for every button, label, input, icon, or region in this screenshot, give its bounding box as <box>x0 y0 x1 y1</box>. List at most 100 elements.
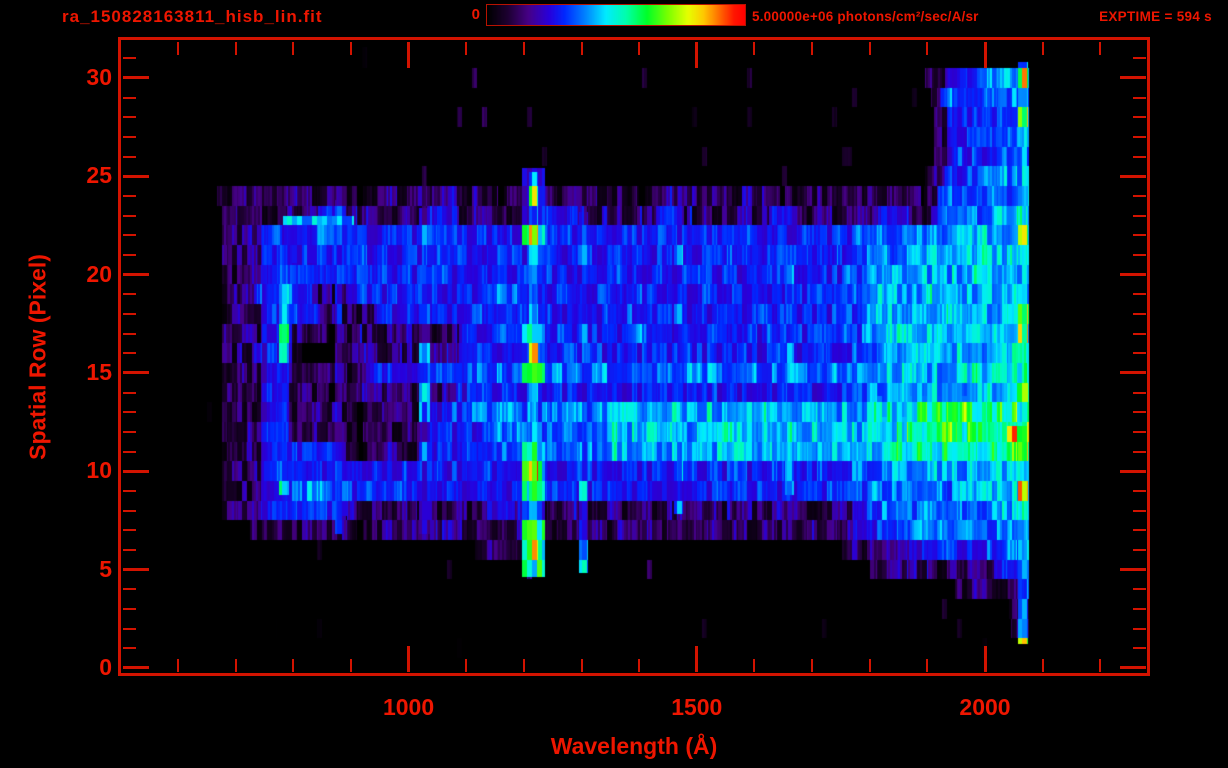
x-axis-tick <box>349 41 352 55</box>
x-axis-tick <box>695 41 699 68</box>
y-axis-tick <box>122 116 136 119</box>
y-axis-tick-label: 0 <box>99 653 112 680</box>
y-axis-tick <box>122 548 136 551</box>
y-axis-tick <box>1133 588 1146 591</box>
y-axis-tick-label: 30 <box>86 63 112 90</box>
y-axis-tick <box>1133 293 1146 296</box>
y-axis-tick <box>1133 529 1146 532</box>
y-axis-tick <box>1133 96 1146 99</box>
y-axis-tick-label: 20 <box>86 260 112 287</box>
x-axis-tick <box>926 41 929 55</box>
y-axis-tick-label: 5 <box>99 555 112 582</box>
y-axis-tick <box>122 76 149 80</box>
y-axis-tick <box>122 293 136 296</box>
y-axis-tick <box>1133 332 1146 335</box>
y-axis-tick <box>1120 371 1146 375</box>
y-axis-tick <box>1133 214 1146 217</box>
y-axis-tick <box>122 469 149 473</box>
y-axis-tick <box>1133 155 1146 158</box>
x-axis-tick <box>176 659 179 672</box>
y-axis-tick <box>122 568 149 572</box>
x-axis-tick <box>753 659 756 672</box>
y-axis-tick <box>122 135 136 138</box>
x-axis-tick <box>695 646 699 672</box>
y-axis-tick <box>122 509 136 512</box>
y-axis-tick <box>1120 568 1146 572</box>
x-axis-tick <box>1099 659 1102 672</box>
x-axis-tick <box>1041 659 1044 672</box>
y-axis-tick <box>1120 666 1146 670</box>
y-axis-tick <box>1133 116 1146 119</box>
y-axis-tick <box>1133 57 1146 60</box>
y-axis-tick <box>1133 391 1146 394</box>
y-axis-tick <box>122 627 136 630</box>
x-axis-tick <box>638 659 641 672</box>
y-axis-tick <box>122 489 136 492</box>
y-axis-tick <box>122 430 136 433</box>
x-axis-tick <box>1099 41 1102 55</box>
x-axis-tick <box>292 659 295 672</box>
y-axis-tick <box>1133 135 1146 138</box>
y-axis-tick <box>122 411 136 414</box>
y-axis-tick <box>1133 234 1146 237</box>
y-axis-tick <box>122 332 136 335</box>
y-axis-tick <box>122 666 149 670</box>
y-axis-tick <box>122 273 149 277</box>
x-axis-tick-label: 1500 <box>671 694 723 720</box>
x-axis-tick <box>580 659 583 672</box>
file-title: ra_150828163811_hisb_lin.fit <box>62 7 323 26</box>
y-axis-tick <box>122 194 136 197</box>
x-axis-tick <box>811 659 814 672</box>
y-axis-tick <box>1133 627 1146 630</box>
y-axis-tick <box>122 214 136 217</box>
x-axis-tick <box>868 659 871 672</box>
y-axis-tick <box>122 57 136 60</box>
y-axis-tick <box>122 174 149 178</box>
y-axis-title: Spatial Row (Pixel) <box>24 254 51 460</box>
x-axis-tick <box>983 41 987 68</box>
y-axis-tick <box>122 450 136 453</box>
y-axis-tick <box>122 234 136 237</box>
x-axis-tick <box>292 41 295 55</box>
x-axis-tick <box>983 646 987 672</box>
y-axis-tick <box>1133 352 1146 355</box>
x-axis-tick-label: 2000 <box>959 694 1011 720</box>
y-axis-tick <box>1133 607 1146 610</box>
x-axis-tick <box>811 41 814 55</box>
y-axis-tick <box>122 588 136 591</box>
exptime-label: EXPTIME = 594 s <box>1099 9 1212 24</box>
spectral-image <box>122 41 1146 672</box>
y-axis-tick-label: 15 <box>86 358 112 385</box>
x-axis-tick <box>1041 41 1044 55</box>
y-axis-tick <box>122 529 136 532</box>
y-axis-tick <box>1133 450 1146 453</box>
y-axis-tick <box>122 647 136 650</box>
y-axis-tick-label: 25 <box>86 162 112 189</box>
y-axis-tick <box>1133 647 1146 650</box>
y-axis-tick <box>122 391 136 394</box>
x-axis-tick <box>753 41 756 55</box>
x-axis-title: Wavelength (Å) <box>550 733 718 759</box>
y-axis-tick <box>122 155 136 158</box>
x-axis-tick <box>349 659 352 672</box>
y-axis-tick <box>1120 174 1146 178</box>
y-axis-tick <box>122 312 136 315</box>
y-axis-tick <box>122 253 136 256</box>
x-axis-tick <box>926 659 929 672</box>
y-axis-tick <box>1133 430 1146 433</box>
x-axis-tick <box>465 41 468 55</box>
y-axis-tick <box>1133 312 1146 315</box>
y-axis-tick-label: 10 <box>86 457 112 484</box>
y-axis-tick <box>122 96 136 99</box>
y-axis-tick <box>1133 548 1146 551</box>
x-axis-tick <box>868 41 871 55</box>
x-axis-tick <box>407 41 411 68</box>
y-axis-tick <box>122 371 149 375</box>
x-axis-tick <box>638 41 641 55</box>
y-axis-tick <box>1120 469 1146 473</box>
x-axis-tick <box>234 41 237 55</box>
colorbar-min-label: 0 <box>471 6 480 23</box>
y-axis-tick <box>1133 411 1146 414</box>
y-axis-tick <box>1120 273 1146 277</box>
